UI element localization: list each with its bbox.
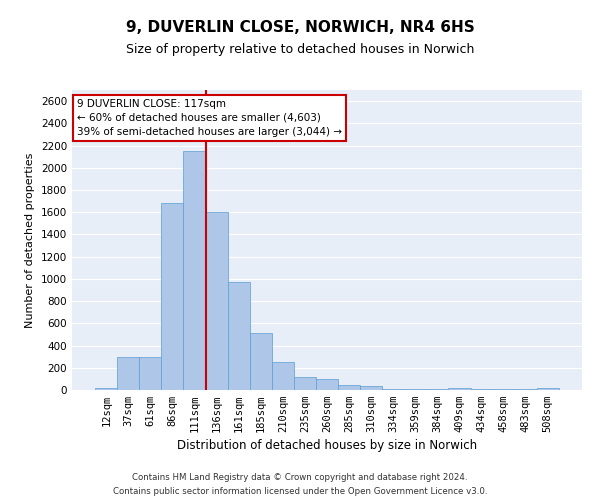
Text: Size of property relative to detached houses in Norwich: Size of property relative to detached ho…: [126, 42, 474, 56]
Bar: [338, 385, 360, 390]
Bar: [95, 388, 117, 390]
Bar: [206, 212, 227, 390]
Bar: [404, 389, 427, 390]
Bar: [316, 379, 338, 390]
Bar: [537, 388, 559, 390]
Bar: [184, 151, 206, 390]
Text: Contains HM Land Registry data © Crown copyright and database right 2024.: Contains HM Land Registry data © Crown c…: [132, 473, 468, 482]
X-axis label: Distribution of detached houses by size in Norwich: Distribution of detached houses by size …: [177, 440, 477, 452]
Text: Contains public sector information licensed under the Open Government Licence v3: Contains public sector information licen…: [113, 486, 487, 496]
Bar: [227, 282, 250, 390]
Bar: [161, 204, 184, 390]
Bar: [250, 334, 272, 390]
Y-axis label: Number of detached properties: Number of detached properties: [25, 152, 35, 328]
Bar: [139, 356, 161, 390]
Bar: [360, 386, 382, 390]
Bar: [272, 362, 294, 390]
Text: 9, DUVERLIN CLOSE, NORWICH, NR4 6HS: 9, DUVERLIN CLOSE, NORWICH, NR4 6HS: [125, 20, 475, 35]
Bar: [294, 376, 316, 390]
Bar: [117, 356, 139, 390]
Bar: [382, 389, 404, 390]
Bar: [448, 388, 470, 390]
Text: 9 DUVERLIN CLOSE: 117sqm
← 60% of detached houses are smaller (4,603)
39% of sem: 9 DUVERLIN CLOSE: 117sqm ← 60% of detach…: [77, 99, 342, 137]
